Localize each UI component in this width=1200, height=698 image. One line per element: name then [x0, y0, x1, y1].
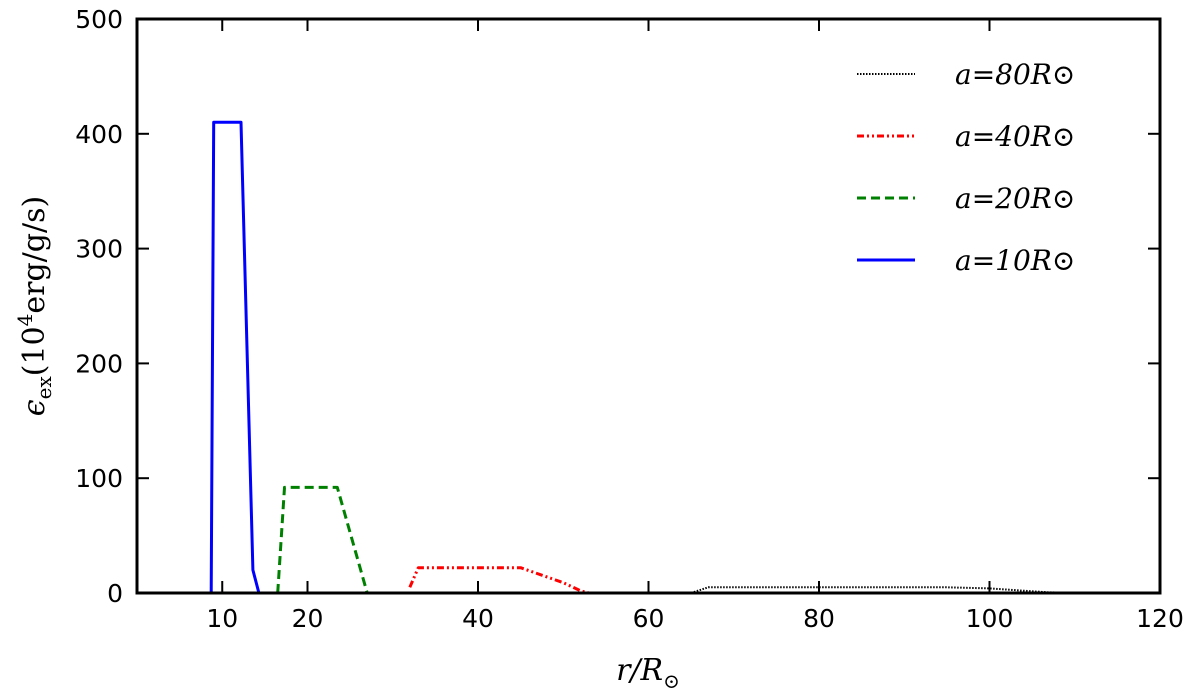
- legend-label-1: a=40R⊙: [955, 120, 1075, 153]
- y-tick-label-4: 400: [75, 120, 123, 149]
- svg-text:r/R⊙: r/R⊙: [616, 653, 680, 693]
- ticks-layer: 10 20 40 60 80 100 120 0 100 200 300 400 500: [75, 5, 1184, 633]
- x-tick-label-3: 60: [633, 604, 665, 633]
- legend-label-2: a=20R⊙: [955, 182, 1075, 215]
- series-line-2: [276, 485, 369, 594]
- y-tick-label-1: 100: [75, 464, 123, 493]
- plot-frame: [135, 17, 1162, 595]
- y-tick-label-3: 300: [75, 235, 123, 264]
- x-tick-label-4: 80: [803, 604, 835, 633]
- x-tick-label-2: 40: [462, 604, 494, 633]
- x-tick-label-6: 120: [1136, 604, 1184, 633]
- x-tick-label-5: 100: [966, 604, 1014, 633]
- y-tick-label-0: 0: [107, 579, 123, 608]
- y-axis-label: ϵex(104erg/g/s): [13, 196, 56, 416]
- series-line-3: [209, 120, 261, 594]
- series-line-1: [408, 566, 590, 595]
- x-tick-label-1: 20: [292, 604, 324, 633]
- y-tick-label-5: 500: [75, 5, 123, 34]
- legend-label-0: a=80R⊙: [955, 58, 1075, 91]
- legend: a=80R⊙ a=40R⊙ a=20R⊙ a=10R⊙: [857, 58, 1075, 277]
- x-tick-label-0: 10: [206, 604, 238, 633]
- y-tick-label-2: 200: [75, 349, 123, 378]
- svg-text:ϵex(104erg/g/s): ϵex(104erg/g/s): [13, 196, 56, 416]
- legend-label-3: a=10R⊙: [955, 244, 1075, 277]
- x-axis-label: r/R⊙: [616, 653, 680, 693]
